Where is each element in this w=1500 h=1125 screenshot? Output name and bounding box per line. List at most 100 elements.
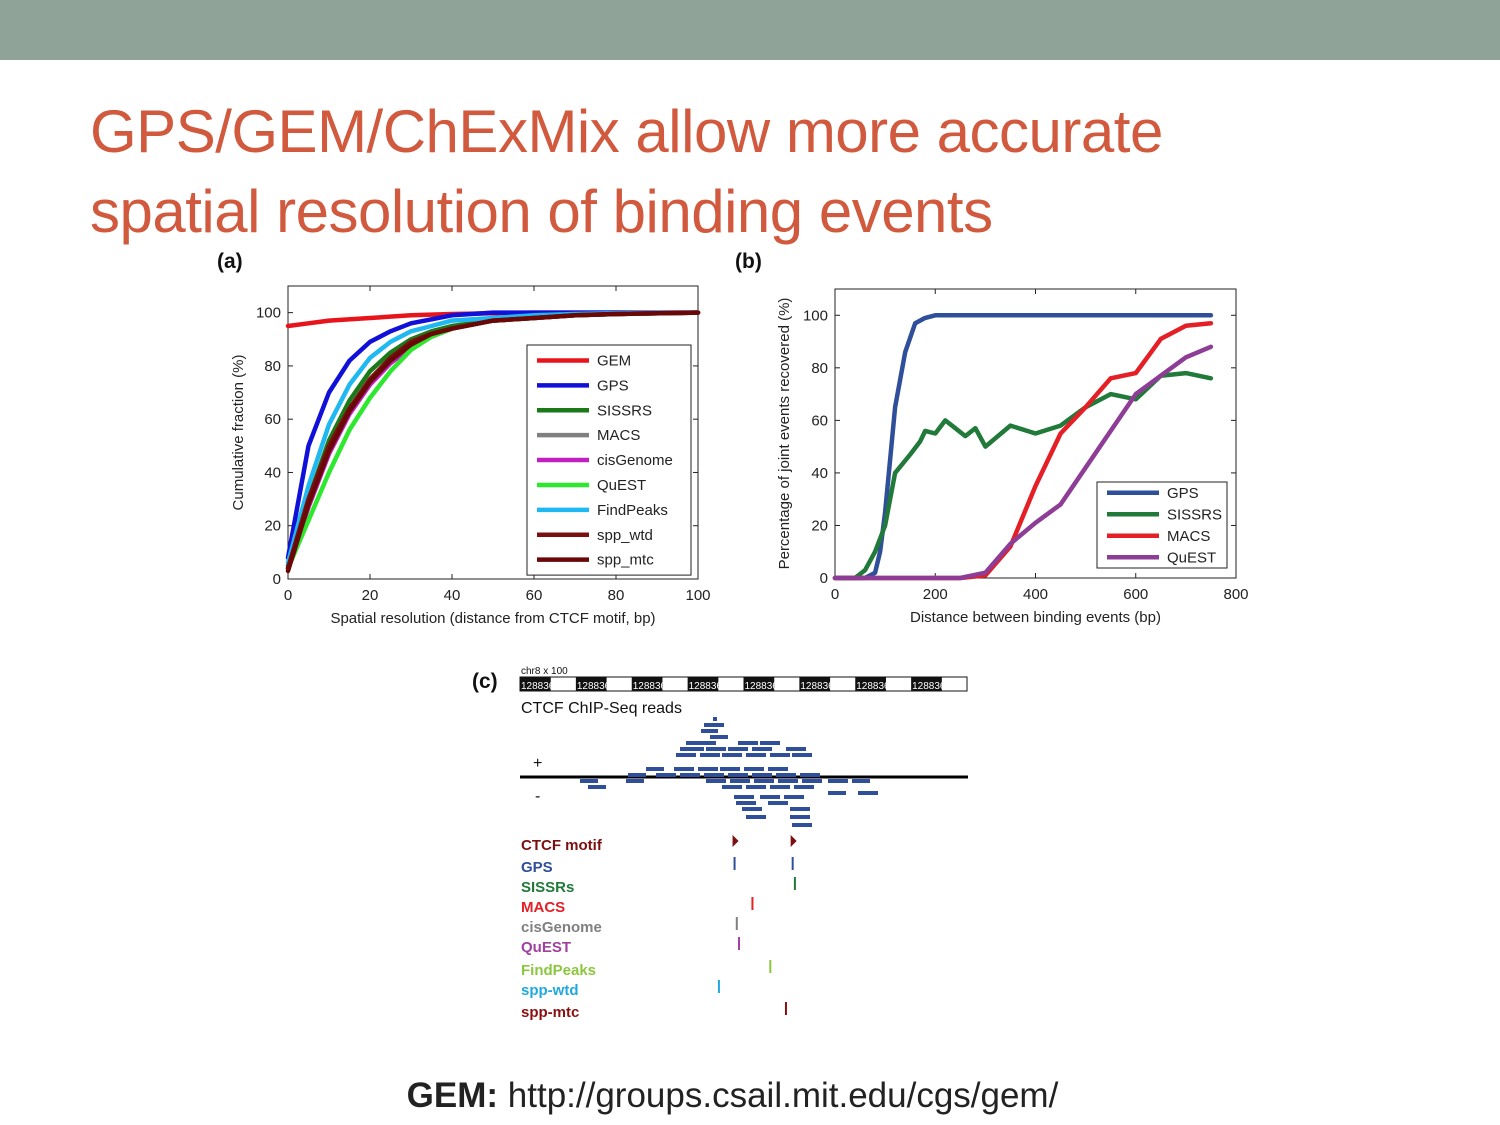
method-label-cisGenome: cisGenome [521, 919, 602, 936]
coordinate-block-5 [799, 677, 831, 691]
x-tick-label-a-3: 60 [526, 587, 543, 604]
read-minus-13 [794, 785, 814, 789]
legend-label-a-GPS: GPS [597, 377, 629, 394]
y-axis-label-a: Cumulative fraction (%) [230, 355, 247, 511]
coordinate-label-2: 1288363 [633, 681, 672, 692]
read-plus-4 [686, 741, 716, 745]
read-plus-22 [744, 767, 764, 771]
read-plus-14 [722, 753, 742, 757]
series-line-b-GPS [832, 313, 1214, 581]
coordinate-block-3 [687, 677, 719, 691]
read-plus-19 [674, 767, 694, 771]
read-minus-3 [730, 779, 750, 783]
y-tick-label-b-1: 20 [811, 517, 828, 534]
x-tick-label-b-0: 0 [831, 586, 839, 603]
y-tick-label-b-2: 40 [811, 465, 828, 482]
motif-marker-1 [790, 835, 797, 847]
read-plus-26 [680, 773, 700, 777]
x-tick-label-a-4: 80 [608, 587, 625, 604]
read-minus-6 [802, 779, 822, 783]
series-line-a-spp_mtc [285, 310, 701, 574]
coordinate-block-1 [575, 677, 607, 691]
coordinate-block-7 [911, 677, 942, 691]
read-minus-5 [778, 779, 798, 783]
legend-label-b-MACS: MACS [1167, 528, 1210, 545]
read-minus-14 [828, 791, 846, 795]
y-tick-label-a-3: 60 [264, 411, 281, 428]
legend-label-a-spp_mtc: spp_mtc [597, 552, 654, 569]
x-tick-label-a-0: 0 [284, 587, 292, 604]
y-tick-label-b-4: 80 [811, 360, 828, 377]
coordinate-block-2 [631, 677, 663, 691]
method-label-QuEST: QuEST [521, 939, 571, 956]
read-plus-13 [700, 753, 720, 757]
x-tick-label-b-4: 800 [1223, 586, 1248, 603]
x-axis-label-a: Spatial resolution (distance from CTCF m… [330, 610, 655, 627]
read-minus-22 [790, 807, 810, 811]
legend-label-a-QuEST: QuEST [597, 477, 646, 494]
read-plus-2 [701, 729, 718, 733]
legend-label-b-SISSRS: SISSRS [1167, 506, 1222, 523]
read-plus-27 [704, 773, 724, 777]
coordinate-block-0 [520, 677, 551, 691]
y-axis-label-b: Percentage of joint events recovered (%) [776, 298, 793, 570]
read-minus-21 [742, 807, 762, 811]
read-plus-21 [720, 767, 740, 771]
coordinate-block-6 [855, 677, 886, 691]
x-tick-label-a-5: 100 [685, 587, 710, 604]
footer-label: GEM: [406, 1076, 499, 1115]
coordinate-label-5: 1288366 [800, 681, 839, 692]
track-label: chr8 x 100 [521, 666, 568, 677]
read-minus-15 [858, 791, 878, 795]
coordinate-label-7: 1288368 [912, 681, 951, 692]
legend-label-a-FindPeaks: FindPeaks [597, 502, 668, 519]
x-tick-label-b-1: 200 [923, 586, 948, 603]
title-line-1: GPS/GEM/ChExMix allow more accurate [90, 98, 1163, 165]
read-plus-29 [752, 773, 772, 777]
footer-link[interactable]: http://groups.csail.mit.edu/cgs/gem/ [507, 1076, 1059, 1115]
y-tick-label-b-5: 100 [803, 307, 828, 324]
y-tick-label-b-3: 60 [811, 412, 828, 429]
x-tick-label-a-2: 40 [444, 587, 461, 604]
method-label-CTCF motif: CTCF motif [521, 837, 603, 854]
title-line-2: spatial resolution of binding events [90, 178, 993, 245]
coordinate-label-4: 1288365 [745, 681, 784, 692]
read-minus-1 [626, 779, 644, 783]
method-label-SISSRs: SISSRs [521, 879, 574, 896]
read-minus-11 [746, 785, 766, 789]
read-plus-0 [713, 717, 717, 721]
legend-box-b [1096, 481, 1228, 569]
read-plus-8 [706, 747, 726, 751]
method-label-FindPeaks: FindPeaks [521, 962, 596, 979]
x-tick-label-b-2: 400 [1023, 586, 1048, 603]
read-plus-15 [746, 753, 766, 757]
read-minus-12 [770, 785, 790, 789]
read-plus-16 [770, 753, 790, 757]
slide-title: GPS/GEM/ChExMix allow more accurate spat… [90, 92, 1390, 252]
read-plus-7 [680, 747, 704, 751]
read-plus-6 [760, 741, 780, 745]
read-plus-17 [792, 753, 812, 757]
motif-marker-0 [732, 835, 739, 847]
coordinate-label-3: 1288364 [689, 681, 728, 692]
panel-label-c: (c) [472, 670, 498, 693]
footer: GEM: http://groups.csail.mit.edu/cgs/gem… [0, 1076, 1465, 1116]
y-tick-label-a-5: 100 [256, 305, 281, 322]
method-label-spp-wtd: spp-wtd [521, 982, 579, 999]
read-plus-30 [776, 773, 796, 777]
read-minus-2 [706, 779, 726, 783]
legend-label-a-GEM: GEM [597, 352, 631, 369]
y-tick-label-b-0: 0 [820, 570, 828, 587]
method-label-spp-mtc: spp-mtc [521, 1004, 579, 1021]
read-minus-9 [588, 785, 606, 789]
series-line-a-GPS [285, 310, 701, 560]
coordinate-label-0: 1288361 [521, 681, 560, 692]
read-minus-20 [768, 801, 788, 805]
read-plus-31 [800, 773, 820, 777]
read-plus-5 [738, 741, 758, 745]
read-plus-11 [786, 747, 806, 751]
method-label-MACS: MACS [521, 899, 565, 916]
read-plus-23 [768, 767, 788, 771]
read-minus-10 [722, 785, 742, 789]
